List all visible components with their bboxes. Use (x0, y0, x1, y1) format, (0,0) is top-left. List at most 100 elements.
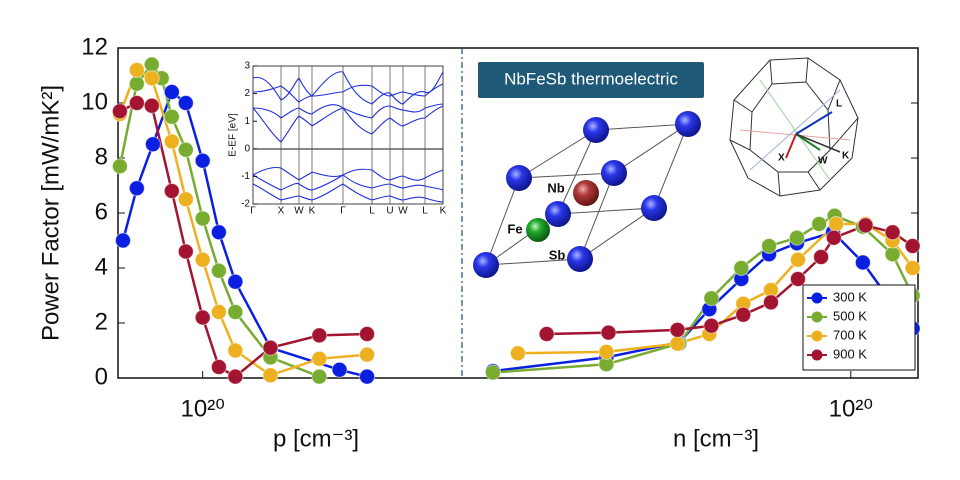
data-point (177, 95, 194, 111)
inset-k-label: K (309, 206, 316, 217)
data-point (144, 136, 161, 153)
atom (526, 218, 550, 242)
data-point (163, 133, 180, 150)
band-curves (252, 71, 444, 203)
legend-label: 900 K (833, 346, 867, 361)
data-point (857, 217, 874, 234)
data-point (177, 141, 194, 158)
data-point (884, 224, 901, 241)
legend-label: 500 K (833, 308, 867, 323)
data-point (210, 224, 227, 241)
data-point (538, 326, 555, 342)
data-point (359, 326, 376, 342)
atom (583, 117, 609, 143)
inset-k-label: X (278, 206, 285, 217)
data-point (311, 368, 328, 385)
data-point (262, 339, 279, 356)
y-tick-label: 8 (95, 143, 108, 170)
data-point (128, 62, 145, 78)
data-point (789, 251, 806, 268)
atom (601, 160, 627, 186)
data-point (194, 210, 211, 227)
data-point (111, 103, 128, 120)
data-point (788, 229, 805, 246)
atom (641, 195, 667, 221)
brillouin-inset: L X W K (729, 57, 859, 197)
data-point (509, 345, 526, 362)
atom (545, 201, 571, 227)
atom (506, 165, 532, 191)
inset-k-label: W (398, 206, 408, 217)
data-point (194, 309, 211, 326)
data-point (163, 183, 180, 199)
data-point (143, 97, 160, 114)
inset-y-tick-label: -1 (241, 171, 250, 182)
data-point (177, 191, 194, 208)
data-point (813, 249, 830, 265)
bz-edges (729, 57, 859, 197)
inset-y-tick-label: 3 (244, 61, 250, 72)
inset-k-label: U (386, 206, 393, 217)
inset-y-tick-label: 0 (244, 143, 250, 154)
data-point (227, 368, 244, 385)
data-point (210, 262, 227, 279)
data-point (262, 367, 279, 384)
inset-k-label: Γ (340, 206, 346, 217)
data-point (761, 238, 778, 254)
data-point (128, 95, 145, 111)
inset-k-label: W (294, 206, 304, 217)
atom-label: Fe (507, 221, 522, 236)
inset-k-label: Γ (250, 206, 256, 217)
inset-y-tick-label: 1 (244, 116, 250, 127)
inset-y-label: E-EF [eV] (228, 113, 239, 157)
y-tick-label: 12 (81, 33, 108, 60)
x-tick-label: 10²⁰ (181, 395, 225, 422)
inset-y-tick-label: -2 (241, 199, 250, 210)
data-point (163, 84, 180, 100)
data-point (600, 324, 617, 341)
data-point (311, 350, 328, 367)
data-point (703, 290, 720, 307)
data-point (733, 260, 750, 276)
data-point (163, 108, 180, 125)
data-point (359, 368, 376, 385)
bz-label: X (778, 153, 785, 164)
band-inset (252, 65, 444, 205)
data-point (128, 75, 145, 92)
bz-axes (739, 79, 851, 181)
atom (567, 246, 593, 272)
data-point (128, 180, 145, 197)
y-tick-label: 2 (95, 308, 108, 335)
y-tick-label: 10 (81, 88, 108, 115)
bz-label: W (818, 156, 828, 167)
atom (675, 111, 701, 137)
data-point (669, 335, 686, 352)
bz-label: L (836, 99, 842, 110)
data-point (210, 304, 227, 320)
data-point (143, 70, 160, 87)
atom-label: Nb (547, 180, 564, 195)
x-tick-label: 10²⁰ (829, 395, 873, 422)
data-point (311, 327, 328, 344)
y-tick-label: 4 (95, 253, 108, 280)
atom-label: Sb (549, 247, 566, 262)
banner-text: NbFeSb thermoelectric (504, 69, 678, 88)
crystal-inset: NbFeSb thermoelectric Nb Fe Sb (473, 62, 704, 278)
data-point (598, 343, 615, 360)
atom (473, 252, 499, 278)
data-point (828, 216, 845, 232)
data-point (227, 342, 244, 359)
legend-label: 300 K (833, 289, 867, 304)
y-tick-label: 0 (95, 363, 108, 390)
data-point (359, 346, 376, 363)
data-point (884, 246, 901, 263)
data-point (143, 56, 160, 73)
data-point (177, 243, 194, 260)
inset-k-label: L (422, 206, 428, 217)
atom (573, 180, 599, 206)
legend-marker (811, 330, 823, 342)
legend-marker (811, 292, 823, 304)
data-point (735, 306, 752, 323)
data-point (114, 232, 131, 249)
